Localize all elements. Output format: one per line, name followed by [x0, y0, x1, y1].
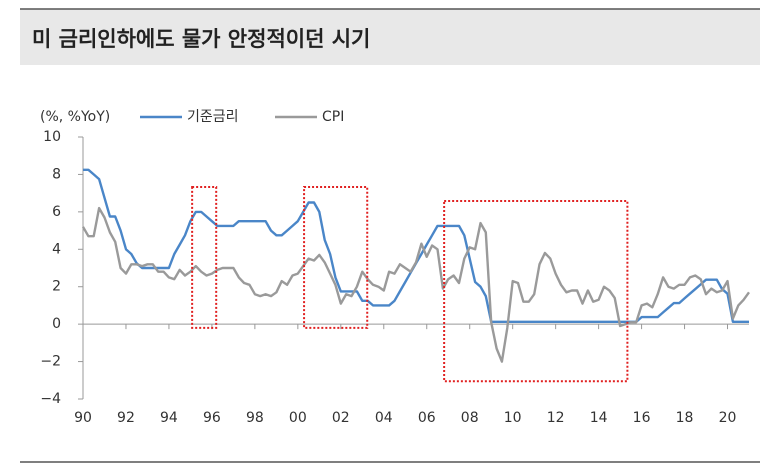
- y-tick-label: 8: [52, 166, 61, 182]
- x-tick-label: 10: [504, 410, 522, 426]
- x-tick-label: 92: [117, 410, 135, 426]
- highlight-box: [443, 200, 629, 383]
- y-tick-label: −4: [40, 391, 61, 407]
- y-tick-label: 2: [52, 279, 61, 295]
- y-tick-label: 10: [43, 129, 61, 145]
- highlight-box: [303, 185, 369, 329]
- series-line: [83, 168, 749, 323]
- chart-title: 미 금리인하에도 물가 안정적이던 시기: [32, 27, 370, 51]
- x-tick-label: 18: [676, 410, 694, 426]
- x-tick-label: 96: [203, 410, 221, 426]
- x-tick-label: 06: [418, 410, 436, 426]
- x-tick-label: 02: [332, 410, 350, 426]
- y-tick-label: 0: [52, 316, 61, 332]
- legend-label: CPI: [322, 109, 344, 125]
- y-unit: (%, %YoY): [40, 109, 110, 125]
- x-tick-label: 98: [246, 410, 264, 426]
- x-tick-label: 08: [461, 410, 479, 426]
- y-tick-label: 4: [52, 241, 61, 257]
- y-tick-label: −2: [40, 354, 61, 370]
- x-tick-label: 14: [590, 410, 608, 426]
- x-tick-label: 04: [375, 410, 393, 426]
- x-tick-label: 16: [633, 410, 651, 426]
- x-tick-label: 12: [547, 410, 565, 426]
- x-tick-label: 90: [74, 410, 92, 426]
- x-tick-label: 00: [289, 410, 307, 426]
- title-bar: [20, 9, 760, 65]
- y-tick-label: 6: [52, 204, 61, 220]
- series-line: [81, 206, 750, 363]
- x-tick-label: 20: [719, 410, 737, 426]
- highlight-box: [191, 185, 218, 329]
- legend-label: 기준금리: [187, 109, 239, 125]
- x-tick-label: 94: [160, 410, 178, 426]
